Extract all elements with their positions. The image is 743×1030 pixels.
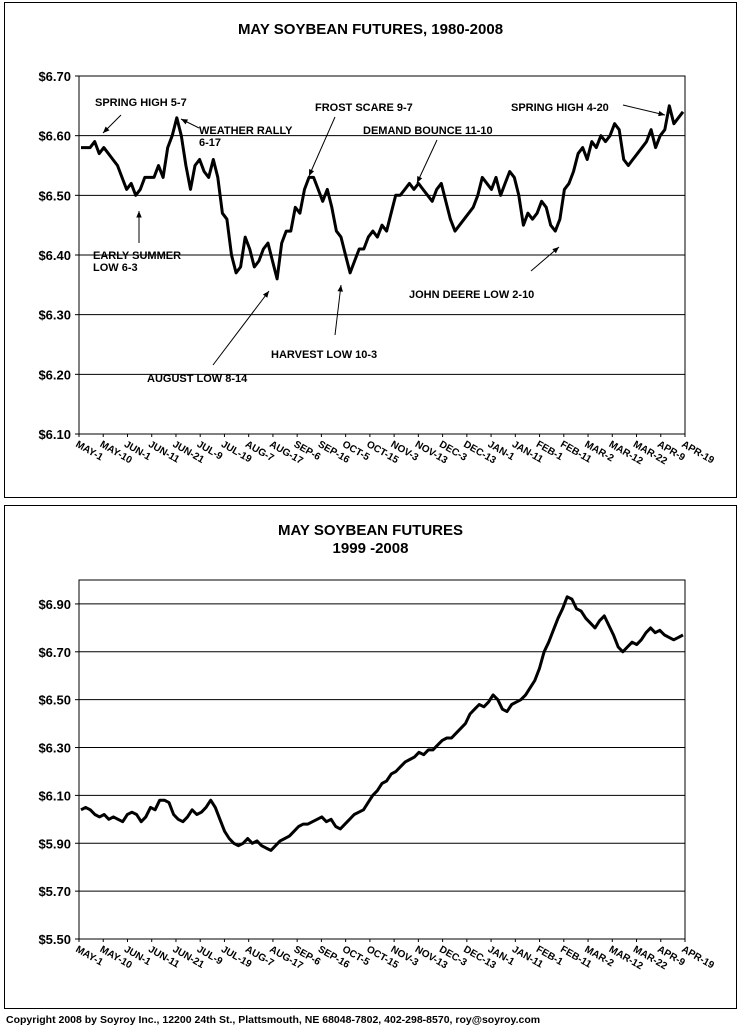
chart-subtitle: 1999 -2008 [332,540,409,557]
annotation-arrowhead [417,176,423,183]
y-tick-label: $6.50 [38,188,71,203]
annotation-label: HARVEST LOW 10-3 [271,349,377,361]
y-tick-label: $6.70 [38,645,71,660]
annotation-arrowhead [309,169,315,176]
annotation-label: WEATHER RALLY [199,125,293,137]
chart-panel-2: MAY SOYBEAN FUTURES 1999 -2008 $6.90 $6.7… [4,505,737,1009]
y-tick-label: $6.90 [38,597,71,612]
chart-panel-1: MAY SOYBEAN FUTURES, 1980-2008 $6.70 $6.6… [4,2,737,498]
chart-title: MAY SOYBEAN FUTURES [277,522,464,539]
y-tick-label: $6.30 [38,308,71,323]
y-tick-label: $5.70 [38,884,71,899]
y-tick-label: $6.30 [38,741,71,756]
annotation-arrow [334,284,342,336]
y-tick-label: $5.90 [38,836,71,851]
annotation-arrowhead [136,211,142,218]
annotation-label: 6-17 [199,137,221,149]
copyright-text: Copyright 2008 by Soyroy Inc., 12200 24t… [6,1014,541,1026]
annotation-arrowhead [552,247,559,254]
annotation-arrow [212,290,270,366]
annotation-arrowhead [337,285,343,292]
annotation-label: JOHN DEERE LOW 2-10 [409,289,534,301]
annotation-label: SPRING HIGH 4-20 [511,102,609,114]
series-line [81,104,685,281]
series-line [80,595,684,852]
annotation-arrowhead [103,126,110,133]
y-tick-label: $6.60 [38,129,71,144]
annotation-arrowhead [181,119,188,125]
annotation-arrow [308,116,336,177]
y-tick-label: $6.20 [38,367,71,382]
chart-1-svg: $6.70$6.60$6.50$6.40$6.30$6.20$6.10MAY-1… [38,69,716,467]
annotation-label: SPRING HIGH 5-7 [95,97,187,109]
annotation-label: AUGUST LOW 8-14 [147,373,248,385]
y-tick-label: $5.50 [38,932,71,947]
annotation-label: LOW 6-3 [93,262,138,274]
annotation-arrowhead [658,110,665,117]
annotation-arrow [622,104,666,116]
y-tick-label: $6.70 [38,69,71,84]
y-tick-label: $6.40 [38,248,71,263]
plot-area [78,579,686,940]
annotation-label: DEMAND BOUNCE 11-10 [363,125,493,137]
chart-title: MAY SOYBEAN FUTURES, 1980-2008 [237,21,504,38]
annotation-arrow [416,139,438,184]
annotation-label: EARLY SUMMER [93,250,181,262]
y-tick-label: $6.50 [38,693,71,708]
chart-2-svg: $6.90 $6.70 $6.50 $6.30 $6.10 $5.90 $5.70 $5.50… [38,579,716,972]
y-tick-label: $6.10 [38,427,71,442]
y-tick-label: $6.10 [38,788,71,803]
annotation-label: FROST SCARE 9-7 [315,102,413,114]
annotation-arrowhead [262,291,269,298]
